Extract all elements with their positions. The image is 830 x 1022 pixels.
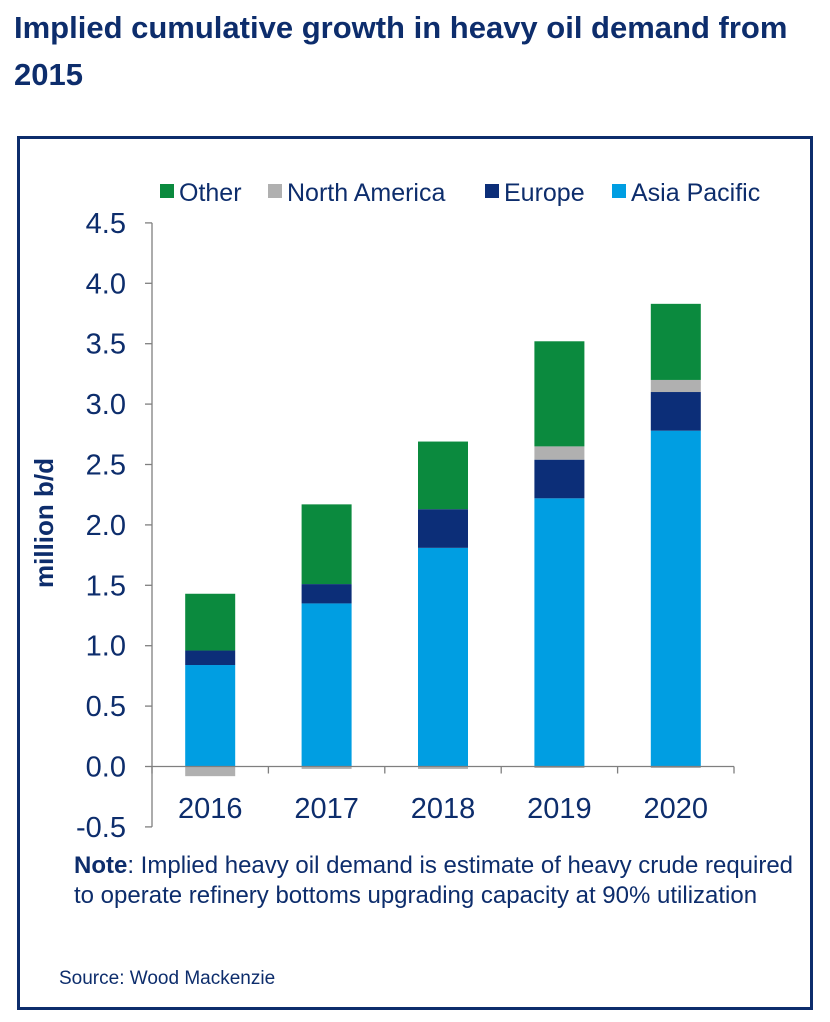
bar-other-2016 bbox=[185, 593, 236, 651]
bar-asia-pacific-2017 bbox=[301, 603, 352, 767]
legend-swatch-other bbox=[160, 184, 174, 198]
legend-label-asia-pacific: Asia Pacific bbox=[631, 179, 760, 207]
legend-swatch-europe bbox=[485, 184, 499, 198]
bar-asia-pacific-2019 bbox=[534, 498, 585, 767]
bar-europe-2018 bbox=[418, 509, 468, 548]
bar-other-2017 bbox=[301, 504, 352, 585]
bar-europe-2020 bbox=[650, 392, 701, 431]
bar-asia-pacific-2018 bbox=[418, 547, 468, 767]
note-body: : Implied heavy oil demand is estimate o… bbox=[74, 852, 794, 909]
y-tick-label: 4.5 bbox=[86, 208, 126, 240]
bar-north-america-2017 bbox=[301, 766, 352, 769]
bar-north-america-2020 bbox=[650, 766, 701, 768]
legend-swatch-asia-pacific bbox=[612, 184, 626, 198]
bar-other-2020 bbox=[650, 303, 701, 380]
y-axis-label: million b/d bbox=[29, 458, 59, 588]
bars bbox=[185, 303, 701, 777]
legend-label-north-america: North America bbox=[287, 179, 445, 207]
y-tick-label: 0.5 bbox=[86, 691, 126, 723]
x-tick-label: 2020 bbox=[644, 793, 709, 825]
bar-asia-pacific-2020 bbox=[650, 430, 701, 767]
x-tick-label: 2019 bbox=[527, 793, 592, 825]
legend-swatch-north-america bbox=[268, 184, 282, 198]
bar-north-america-2018 bbox=[418, 766, 468, 769]
x-tick-label: 2016 bbox=[178, 793, 243, 825]
y-tick-label: 2.5 bbox=[86, 450, 126, 482]
y-axis: -0.5 0.0 0.5 1.0 1.5 2.0 2.5 3.0 3.5 4.0 4.5 bbox=[76, 208, 153, 844]
bar-europe-2019 bbox=[534, 459, 585, 499]
legend-label-europe: Europe bbox=[504, 179, 585, 207]
bar-asia-pacific-2016 bbox=[185, 665, 236, 767]
legend-label-other: Other bbox=[179, 179, 242, 207]
y-tick-label: 4.0 bbox=[86, 268, 126, 300]
note-label: Note bbox=[74, 852, 128, 879]
bar-other-2018 bbox=[418, 441, 468, 510]
x-axis: 2016 2017 2018 2019 2020 bbox=[151, 765, 735, 825]
legend: Other North America Europe Asia Pacific bbox=[160, 179, 760, 207]
x-tick-label: 2018 bbox=[411, 793, 476, 825]
source-text: Source: Wood Mackenzie bbox=[59, 968, 276, 989]
chart-frame bbox=[17, 136, 813, 1010]
y-tick-label: 2.0 bbox=[86, 510, 126, 542]
y-tick-label: -0.5 bbox=[76, 812, 126, 844]
bar-other-2019 bbox=[534, 341, 585, 447]
chart-title: Implied cumulative growth in heavy oil d… bbox=[14, 10, 788, 92]
y-tick-label: 0.0 bbox=[86, 752, 126, 784]
y-tick-label: 3.0 bbox=[86, 389, 126, 421]
bar-europe-2016 bbox=[185, 650, 236, 666]
bar-north-america-positive-2019 bbox=[534, 446, 585, 460]
y-tick-label: 1.0 bbox=[86, 631, 126, 663]
note-text: Note: Implied heavy oil demand is estima… bbox=[74, 851, 799, 911]
bar-north-america-2019 bbox=[534, 766, 585, 768]
bar-europe-2017 bbox=[301, 584, 352, 604]
y-tick-label: 1.5 bbox=[86, 570, 126, 602]
x-tick-label: 2017 bbox=[294, 793, 359, 825]
bar-north-america-2016 bbox=[185, 766, 236, 777]
bar-north-america-positive-2020 bbox=[650, 379, 701, 393]
y-tick-label: 3.5 bbox=[86, 329, 126, 361]
